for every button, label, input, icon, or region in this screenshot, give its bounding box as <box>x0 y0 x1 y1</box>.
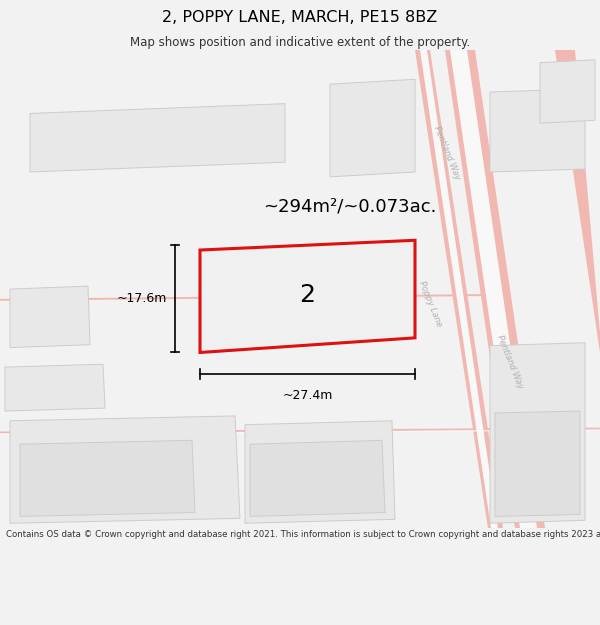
Text: 2: 2 <box>299 283 316 307</box>
Polygon shape <box>10 416 240 523</box>
Polygon shape <box>10 286 90 348</box>
Polygon shape <box>490 342 585 523</box>
Text: ~294m²/~0.073ac.: ~294m²/~0.073ac. <box>263 197 437 215</box>
Text: Contains OS data © Crown copyright and database right 2021. This information is : Contains OS data © Crown copyright and d… <box>6 530 600 539</box>
Polygon shape <box>415 50 503 528</box>
Polygon shape <box>0 429 600 434</box>
Polygon shape <box>445 50 545 528</box>
Polygon shape <box>330 79 415 177</box>
Text: ~17.6m: ~17.6m <box>116 292 167 306</box>
Polygon shape <box>0 428 600 434</box>
Text: 2, POPPY LANE, MARCH, PE15 8BZ: 2, POPPY LANE, MARCH, PE15 8BZ <box>163 10 437 25</box>
Polygon shape <box>450 50 537 528</box>
Polygon shape <box>420 50 498 528</box>
Polygon shape <box>495 411 580 516</box>
Polygon shape <box>5 364 105 411</box>
Text: Pentland Way: Pentland Way <box>495 334 525 391</box>
Text: Poppy Lane: Poppy Lane <box>417 279 443 328</box>
Polygon shape <box>555 50 600 352</box>
Text: Pentland Way: Pentland Way <box>432 124 462 181</box>
Polygon shape <box>245 421 395 523</box>
Polygon shape <box>20 440 195 516</box>
Text: ~27.4m: ~27.4m <box>283 389 332 402</box>
Polygon shape <box>200 240 415 352</box>
Polygon shape <box>490 89 585 172</box>
Polygon shape <box>250 440 385 516</box>
Polygon shape <box>0 294 500 301</box>
Polygon shape <box>30 104 285 172</box>
Text: Map shows position and indicative extent of the property.: Map shows position and indicative extent… <box>130 36 470 49</box>
Polygon shape <box>540 60 595 123</box>
